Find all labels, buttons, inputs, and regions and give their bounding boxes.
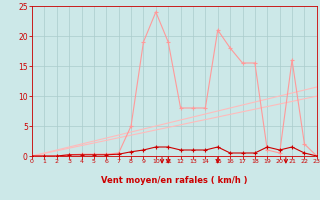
X-axis label: Vent moyen/en rafales ( km/h ): Vent moyen/en rafales ( km/h ) — [101, 176, 248, 185]
